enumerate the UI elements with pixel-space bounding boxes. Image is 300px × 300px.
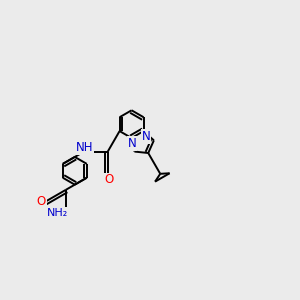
Text: NH: NH: [76, 141, 93, 154]
Text: N: N: [141, 130, 150, 143]
Text: NH₂: NH₂: [46, 208, 68, 218]
Text: O: O: [105, 173, 114, 186]
Text: N: N: [128, 137, 136, 150]
Text: O: O: [37, 195, 46, 208]
